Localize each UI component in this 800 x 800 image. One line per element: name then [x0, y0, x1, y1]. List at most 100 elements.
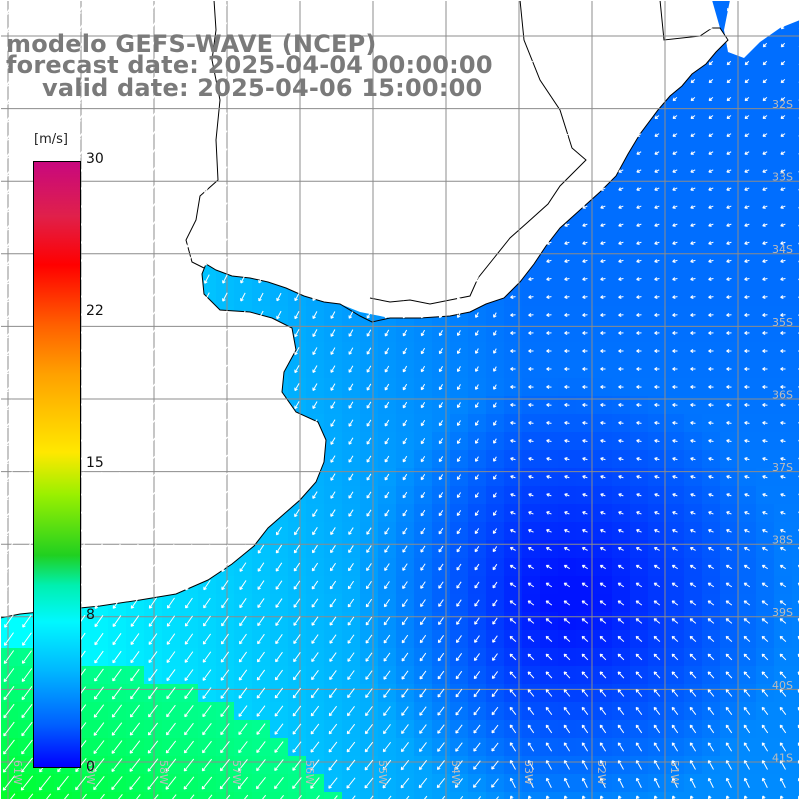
speed-cell: [792, 252, 800, 270]
wind-arrow: [312, 347, 318, 355]
wind-arrow: [563, 742, 571, 752]
wind-arrow: [258, 418, 264, 428]
wind-arrow: [257, 616, 265, 627]
wind-arrow: [348, 221, 354, 229]
wind-arrow: [113, 417, 121, 429]
wind-arrow: [420, 203, 425, 211]
wind-arrow: [744, 259, 750, 263]
speed-cell: [792, 234, 800, 252]
wind-arrow: [113, 75, 120, 87]
wind-arrow: [474, 563, 480, 571]
wind-arrow: [509, 635, 517, 643]
wind-arrow: [600, 349, 606, 353]
wind-arrow: [546, 6, 551, 12]
speed-cell: [522, 792, 540, 800]
wind-arrow: [293, 616, 301, 626]
wind-arrow: [654, 457, 660, 461]
wind-arrow: [294, 257, 300, 266]
wind-arrow: [347, 598, 355, 608]
wind-arrow: [95, 435, 103, 447]
wind-arrow: [75, 775, 87, 791]
wind-arrow: [149, 274, 156, 285]
speed-cell: [792, 594, 800, 612]
wind-arrow: [113, 165, 120, 177]
wind-arrow: [493, 96, 497, 102]
wind-arrow: [456, 6, 461, 13]
speed-cell: [792, 144, 800, 162]
wind-arrow: [113, 201, 120, 213]
wind-arrow: [5, 164, 13, 178]
wind-arrow: [690, 115, 696, 119]
wind-arrow: [5, 381, 13, 394]
wind-arrow: [636, 42, 642, 48]
wind-arrow: [402, 545, 408, 553]
wind-arrow: [599, 706, 607, 715]
wind-arrow: [238, 705, 248, 717]
wind-arrow: [617, 742, 625, 752]
speed-cell: [144, 792, 162, 800]
wind-arrow: [493, 384, 497, 390]
wind-arrow: [149, 436, 157, 447]
wind-arrow: [131, 525, 139, 537]
wind-arrow: [509, 689, 517, 697]
wind-arrow: [564, 6, 569, 12]
wind-arrow: [528, 24, 533, 30]
wind-arrow: [600, 97, 606, 102]
wind-arrow: [240, 94, 246, 104]
wind-arrow: [672, 439, 678, 443]
wind-arrow: [545, 689, 553, 697]
wind-arrow: [689, 689, 697, 697]
wind-arrow: [167, 274, 174, 285]
wind-arrow: [528, 205, 534, 209]
speed-cell: [684, 792, 702, 800]
wind-arrow: [582, 187, 588, 191]
wind-arrow: [510, 475, 516, 479]
wind-arrow: [581, 564, 588, 570]
wind-arrow: [438, 438, 444, 445]
wind-arrow: [131, 561, 139, 573]
wind-arrow: [599, 671, 607, 679]
wind-arrow: [256, 687, 266, 699]
wind-arrow: [204, 274, 210, 284]
wind-arrow: [256, 759, 266, 772]
wind-arrow: [130, 633, 140, 646]
wind-arrow: [240, 58, 246, 68]
wind-arrow: [563, 618, 571, 624]
wind-arrow: [743, 760, 750, 770]
wind-arrow: [600, 223, 606, 227]
wind-arrow: [311, 616, 319, 626]
wind-arrow: [330, 365, 336, 373]
wind-arrow: [528, 78, 534, 84]
wind-arrow: [708, 403, 714, 407]
wind-arrow: [761, 546, 768, 551]
wind-arrow: [366, 491, 372, 499]
wind-arrow: [761, 706, 769, 715]
wind-arrow: [564, 403, 570, 407]
wind-arrow: [743, 689, 751, 697]
wind-arrow: [456, 474, 461, 480]
speed-cell: [792, 702, 800, 720]
wind-arrow: [258, 166, 264, 176]
wind-arrow: [204, 364, 210, 374]
wind-arrow: [222, 292, 228, 302]
wind-arrow: [725, 600, 733, 606]
wind-arrow: [276, 292, 282, 302]
speed-cell: [486, 792, 504, 800]
wind-arrow: [493, 330, 497, 336]
speed-cell: [792, 756, 800, 774]
wind-arrow: [310, 723, 320, 735]
speed-cell: [594, 792, 612, 800]
wind-arrow: [546, 367, 552, 371]
wind-arrow: [743, 653, 751, 661]
wind-arrow: [473, 760, 481, 770]
speed-cell: [792, 216, 800, 234]
wind-arrow: [761, 582, 769, 588]
wind-arrow: [654, 133, 660, 137]
wind-arrow: [744, 169, 750, 173]
wind-arrow: [400, 777, 410, 789]
wind-arrow: [477, 796, 482, 800]
wind-arrow: [312, 59, 318, 68]
wind-arrow: [219, 758, 230, 772]
wind-arrow: [203, 508, 211, 518]
wind-arrow: [186, 202, 192, 212]
